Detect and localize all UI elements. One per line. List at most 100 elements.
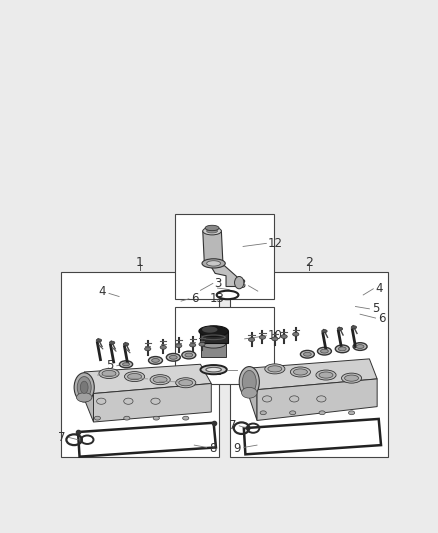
Ellipse shape	[259, 335, 265, 339]
Ellipse shape	[316, 370, 336, 380]
Ellipse shape	[241, 387, 257, 398]
Polygon shape	[249, 359, 377, 390]
Ellipse shape	[349, 411, 355, 415]
Polygon shape	[93, 384, 211, 422]
Bar	[230, 272, 388, 457]
Bar	[175, 214, 274, 299]
Ellipse shape	[80, 381, 88, 393]
Text: 11: 11	[208, 365, 223, 378]
Ellipse shape	[207, 229, 218, 233]
Ellipse shape	[293, 369, 307, 375]
Ellipse shape	[342, 373, 362, 383]
Ellipse shape	[339, 347, 346, 351]
Ellipse shape	[124, 343, 129, 346]
Ellipse shape	[262, 396, 272, 402]
Bar	[61, 272, 219, 457]
Text: 9: 9	[233, 442, 241, 455]
Ellipse shape	[152, 359, 159, 362]
Ellipse shape	[268, 366, 282, 372]
Ellipse shape	[124, 398, 133, 405]
Ellipse shape	[120, 361, 133, 368]
Polygon shape	[211, 265, 239, 287]
Ellipse shape	[203, 227, 221, 235]
Ellipse shape	[199, 342, 205, 346]
Ellipse shape	[290, 367, 311, 377]
Ellipse shape	[272, 337, 278, 341]
Ellipse shape	[321, 349, 328, 353]
Ellipse shape	[304, 352, 311, 356]
Ellipse shape	[123, 363, 130, 366]
Ellipse shape	[176, 378, 196, 387]
Ellipse shape	[207, 261, 221, 266]
Text: 4: 4	[376, 281, 383, 295]
Polygon shape	[249, 368, 257, 421]
Ellipse shape	[260, 411, 266, 415]
Ellipse shape	[356, 345, 364, 349]
Ellipse shape	[160, 345, 166, 349]
Ellipse shape	[97, 398, 106, 405]
Bar	[201, 343, 226, 357]
Polygon shape	[84, 372, 93, 422]
Text: 5: 5	[106, 359, 113, 372]
Ellipse shape	[127, 374, 141, 379]
Text: 6: 6	[191, 292, 199, 305]
Ellipse shape	[202, 327, 218, 333]
Bar	[175, 306, 274, 384]
Text: 1: 1	[136, 256, 144, 269]
Ellipse shape	[176, 344, 182, 348]
Polygon shape	[84, 364, 211, 393]
Ellipse shape	[300, 350, 314, 358]
Ellipse shape	[179, 379, 193, 386]
Ellipse shape	[150, 375, 170, 385]
Ellipse shape	[77, 393, 92, 402]
Ellipse shape	[322, 329, 327, 333]
Ellipse shape	[265, 364, 285, 374]
Ellipse shape	[74, 373, 94, 402]
Ellipse shape	[239, 367, 259, 398]
Ellipse shape	[353, 343, 367, 350]
Ellipse shape	[201, 365, 227, 374]
Ellipse shape	[182, 351, 196, 359]
Text: 10: 10	[268, 329, 283, 342]
Ellipse shape	[110, 341, 115, 344]
Text: 3: 3	[238, 278, 245, 292]
Text: 3: 3	[214, 277, 222, 290]
Ellipse shape	[290, 396, 299, 402]
Text: 5: 5	[372, 302, 379, 314]
Ellipse shape	[318, 348, 332, 355]
Ellipse shape	[183, 416, 189, 420]
Polygon shape	[257, 379, 377, 421]
Ellipse shape	[166, 353, 180, 361]
Text: 12: 12	[268, 237, 283, 250]
Ellipse shape	[124, 416, 130, 420]
Ellipse shape	[337, 327, 343, 330]
Ellipse shape	[201, 339, 226, 348]
Ellipse shape	[290, 411, 296, 415]
Ellipse shape	[151, 398, 160, 405]
Ellipse shape	[124, 372, 145, 382]
Polygon shape	[203, 231, 223, 263]
Ellipse shape	[185, 353, 193, 357]
Ellipse shape	[148, 357, 162, 364]
Text: 4: 4	[99, 285, 106, 298]
Ellipse shape	[345, 375, 359, 381]
Text: 2: 2	[305, 256, 313, 269]
Ellipse shape	[202, 259, 225, 268]
Ellipse shape	[235, 277, 244, 289]
Text: 6: 6	[378, 312, 385, 325]
Ellipse shape	[205, 225, 219, 231]
Ellipse shape	[242, 370, 256, 393]
Ellipse shape	[77, 377, 91, 398]
Ellipse shape	[102, 370, 116, 377]
Ellipse shape	[319, 372, 333, 378]
Text: 8: 8	[210, 442, 217, 455]
Ellipse shape	[293, 332, 299, 336]
Ellipse shape	[94, 416, 100, 420]
Text: 7: 7	[58, 431, 66, 444]
Ellipse shape	[336, 345, 349, 353]
Ellipse shape	[96, 339, 102, 342]
Ellipse shape	[317, 396, 326, 402]
Ellipse shape	[153, 377, 167, 383]
Ellipse shape	[206, 367, 221, 372]
Ellipse shape	[248, 338, 255, 342]
